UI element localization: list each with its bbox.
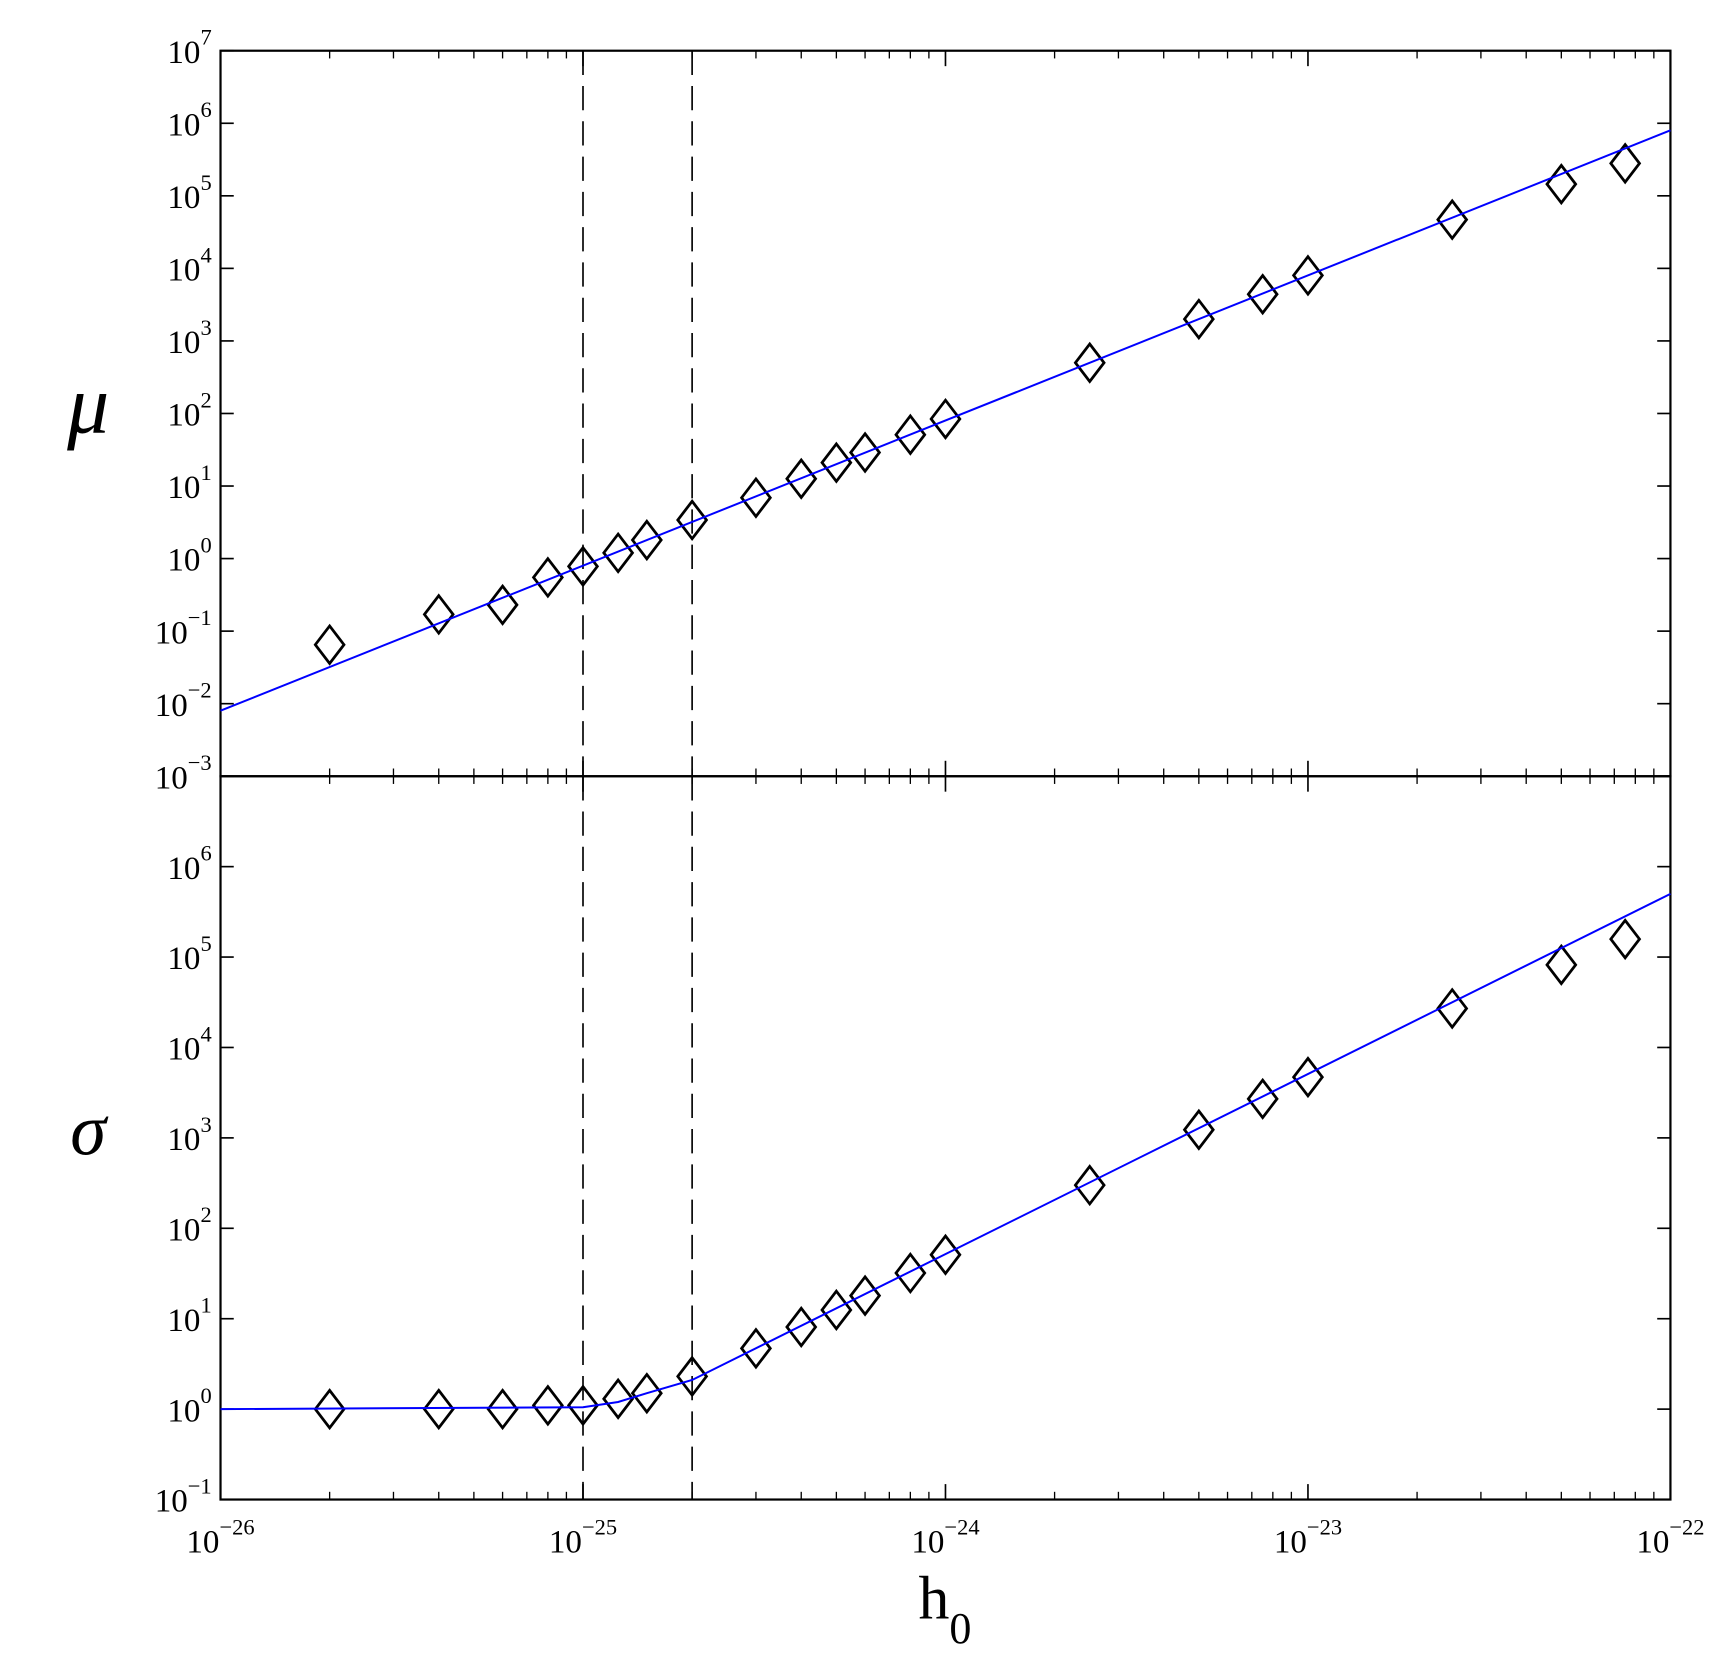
- y-tick-label: 107: [167, 25, 211, 71]
- diamond-marker: [1246, 1077, 1279, 1120]
- diamond-marker: [1182, 298, 1215, 341]
- diamond-marker: [1609, 918, 1642, 961]
- diamond-marker: [1073, 341, 1106, 384]
- y-tick-label: 101: [167, 1293, 211, 1339]
- y-tick-label: 10−1: [155, 605, 212, 651]
- diamond-marker: [676, 1355, 709, 1398]
- y-axis-label: σ: [70, 1090, 109, 1171]
- x-tick-label: 10−23: [1274, 1514, 1342, 1560]
- diamond-marker: [820, 441, 853, 484]
- diamond-marker: [531, 1384, 564, 1427]
- y-tick-label: 10−2: [155, 678, 212, 724]
- fit-line: [220, 892, 1671, 1411]
- diamond-marker: [848, 431, 882, 474]
- y-tick-label: 100: [167, 1383, 211, 1429]
- y-tick-label: 104: [167, 1021, 211, 1067]
- y-tick-label: 103: [167, 315, 211, 361]
- y-tick-label: 106: [167, 97, 211, 143]
- diamond-marker: [602, 531, 635, 574]
- diamond-marker: [1246, 273, 1279, 316]
- axes-frame: [219, 49, 1672, 778]
- diamond-marker: [313, 1388, 346, 1431]
- x-tick-label: 10−24: [911, 1514, 979, 1560]
- x-axis-label: h0: [918, 1565, 971, 1653]
- diamond-marker: [531, 556, 564, 599]
- diamond-marker: [1609, 142, 1642, 185]
- diamond-marker: [739, 476, 773, 519]
- diamond-marker: [894, 1252, 927, 1295]
- y-tick-label: 104: [167, 242, 211, 288]
- diamond-marker: [820, 1288, 853, 1331]
- x-tick-label: 10−26: [186, 1514, 254, 1560]
- y-tick-label: 106: [167, 841, 211, 887]
- diamond-marker: [676, 499, 709, 542]
- diamond-marker: [785, 1305, 818, 1348]
- diamond-marker: [313, 623, 346, 666]
- diamond-marker: [929, 397, 962, 440]
- diamond-marker: [1545, 943, 1578, 986]
- plot-area: 10−3 10−2 10−1 100 101 102 103 104 105 106 107 μ 10−…: [66, 25, 1704, 1653]
- diamond-marker: [422, 1388, 455, 1431]
- y-tick-label: 10−1: [155, 1473, 212, 1519]
- y-tick-label: 102: [167, 1202, 211, 1248]
- diamond-marker: [785, 457, 818, 500]
- diamond-marker: [422, 593, 455, 636]
- x-tick-label: 10−22: [1636, 1514, 1704, 1560]
- diamond-marker: [630, 519, 663, 562]
- diamond-marker: [486, 1388, 519, 1431]
- y-tick-label: 100: [167, 533, 211, 579]
- x-tick-label: 10−25: [549, 1514, 617, 1560]
- y-tick-label: 105: [167, 931, 211, 977]
- fit-line: [220, 129, 1671, 712]
- diamond-marker: [1291, 254, 1325, 297]
- y-tick-label: 10−3: [155, 750, 212, 796]
- diamond-marker: [1436, 987, 1469, 1030]
- y-tick-label: 101: [167, 460, 211, 506]
- diamond-marker: [894, 413, 927, 456]
- diamond-marker: [848, 1274, 882, 1317]
- diamond-marker: [630, 1372, 663, 1415]
- diamond-marker: [1073, 1164, 1106, 1207]
- y-axis-label: μ: [66, 359, 109, 452]
- diamond-marker: [1436, 198, 1469, 241]
- y-tick-label: 102: [167, 387, 211, 433]
- diamond-marker: [1291, 1056, 1325, 1099]
- diamond-marker: [566, 1384, 600, 1427]
- y-tick-label: 103: [167, 1112, 211, 1158]
- diamond-marker: [566, 545, 600, 588]
- diamond-marker: [739, 1327, 773, 1370]
- diamond-marker: [602, 1377, 635, 1420]
- diamond-marker: [486, 583, 519, 626]
- diamond-marker: [1182, 1108, 1215, 1151]
- y-tick-label: 105: [167, 170, 211, 216]
